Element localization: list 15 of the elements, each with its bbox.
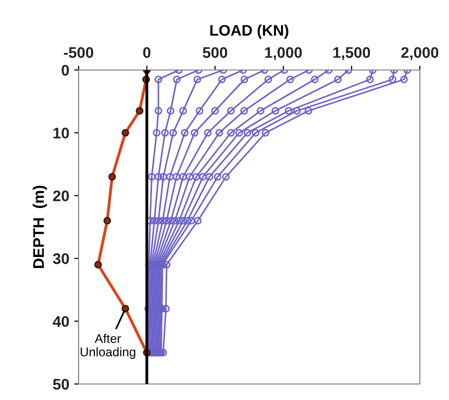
annotation: After Unloading bbox=[80, 334, 136, 359]
x-axis-title: LOAD (KN) bbox=[210, 24, 288, 39]
x-tick-label: -500 bbox=[64, 47, 94, 58]
x-tick-label: 500 bbox=[202, 47, 228, 58]
y-tick-label: 0 bbox=[62, 64, 69, 76]
x-tick-label: 2,000 bbox=[401, 47, 438, 60]
y-tick-label: 40 bbox=[52, 316, 69, 327]
y-axis-title: DEPTH (m) bbox=[32, 186, 47, 268]
x-tick-label: 1,500 bbox=[333, 47, 370, 60]
y-tick-label: 30 bbox=[52, 253, 69, 264]
x-tick-label: 1,000 bbox=[265, 47, 302, 60]
y-tick-label: 20 bbox=[53, 190, 69, 202]
y-tick-label: 50 bbox=[53, 378, 69, 390]
y-tick-label: 10 bbox=[54, 128, 69, 138]
x-tick-label: 0 bbox=[143, 47, 150, 58]
